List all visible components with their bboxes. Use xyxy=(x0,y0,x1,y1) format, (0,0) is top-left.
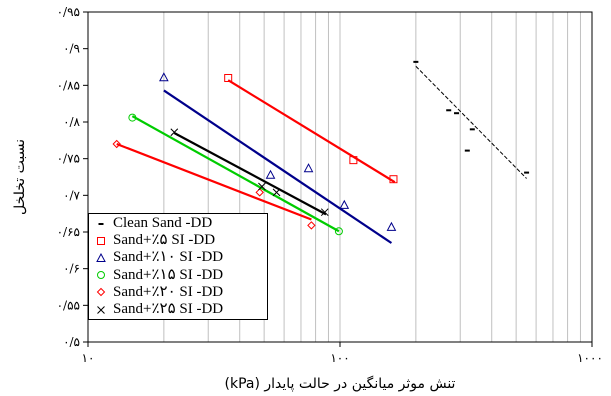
data-point-series-1 xyxy=(446,109,452,112)
data-point-series-5 xyxy=(112,139,121,149)
trend-line-series-4 xyxy=(131,115,340,233)
legend-label: Sand+٪۵ SI -DD xyxy=(113,232,216,249)
legend-label: Clean Sand -DD xyxy=(113,215,213,231)
data-point-series-1 xyxy=(464,149,470,152)
y-axis: ۰/۵ ۰/۵۵ ۰/۶ ۰/۶۵ ۰/۷ ۰/۷۵ ۰/۸ ۰/۸۵ ۰/۹ ۰/۹۵ xyxy=(57,5,88,349)
legend-marker-shape xyxy=(98,222,104,225)
y-tick-label: ۰/۸ xyxy=(63,115,80,129)
y-tick-label: ۰/۷۵ xyxy=(57,152,80,166)
data-point-series-3 xyxy=(265,169,276,179)
data-point-series-2 xyxy=(389,175,398,184)
legend-marker xyxy=(92,217,110,231)
legend-label: Sand+٪۲۰ SI -DD xyxy=(113,283,224,300)
x-tick-label: ۱۰ xyxy=(82,351,95,365)
data-point-series-1 xyxy=(524,171,530,174)
grid-lines xyxy=(163,12,581,342)
y-tick-label: ۰/۶۵ xyxy=(57,225,80,239)
legend-marker-shape xyxy=(97,271,105,280)
legend-marker xyxy=(92,251,110,265)
y-tick-label: ۰/۵ xyxy=(63,335,80,349)
data-point-series-3 xyxy=(303,163,314,173)
data-point-series-4 xyxy=(334,227,343,236)
legend-marker xyxy=(92,234,110,248)
legend-item: Sand+٪۲۵ SI -DD xyxy=(92,301,264,318)
legend-marker xyxy=(92,303,110,317)
data-point-series-4 xyxy=(128,113,137,122)
y-tick-label: ۰/۵۵ xyxy=(57,298,80,312)
data-point-series-1 xyxy=(413,60,419,63)
data-point-series-3 xyxy=(339,199,350,209)
data-point-series-5 xyxy=(255,188,264,197)
legend-marker-shape xyxy=(97,236,105,245)
trend-line-series-3 xyxy=(163,89,393,244)
data-points xyxy=(112,60,530,236)
x-axis: ۱۰ ۱۰۰ ۱۰۰۰ xyxy=(82,342,603,365)
y-tick-label: ۰/۶ xyxy=(63,262,80,276)
data-point-series-6 xyxy=(272,188,281,197)
y-tick-label: ۰/۹۵ xyxy=(57,5,80,19)
legend-label: Sand+٪۱۵ SI -DD xyxy=(113,266,224,283)
y-tick-label: ۰/۹ xyxy=(63,42,80,56)
chart-legend: Clean Sand -DD Sand+٪۵ SI -DD Sand+٪۱۰ SI … xyxy=(88,213,268,321)
data-point-series-2 xyxy=(224,74,233,82)
legend-marker-shape xyxy=(97,305,105,314)
legend-marker xyxy=(92,268,110,282)
legend-item: Sand+٪۱۵ SI -DD xyxy=(92,267,264,284)
data-point-series-6 xyxy=(258,182,266,191)
trend-line-series-1 xyxy=(415,65,527,179)
legend-item: Sand+٪۵ SI -DD xyxy=(92,232,264,249)
x-axis-title: تنش موثر میانگین در حالت پایدار (kPa) xyxy=(225,375,456,392)
legend-item: Sand+٪۱۰ SI -DD xyxy=(92,249,264,266)
legend-label: Sand+٪۲۵ SI -DD xyxy=(113,301,224,318)
legend-item: Sand+٪۲۰ SI -DD xyxy=(92,284,264,301)
trend-line-series-2 xyxy=(227,79,396,184)
data-point-series-1 xyxy=(454,112,460,115)
data-point-series-3 xyxy=(159,72,169,82)
trend-lines xyxy=(116,65,527,244)
x-tick-label: ۱۰۰ xyxy=(330,351,349,365)
y-axis-title: نسبت تخلخل xyxy=(12,139,28,215)
data-point-series-3 xyxy=(386,221,397,231)
data-point-series-6 xyxy=(320,208,329,217)
x-tick-label: ۱۰۰۰ xyxy=(577,351,603,365)
y-tick-label: ۰/۷ xyxy=(63,188,80,202)
legend-marker-shape xyxy=(96,288,106,297)
data-point-series-6 xyxy=(170,128,179,137)
y-tick-label: ۰/۸۵ xyxy=(57,78,80,92)
legend-marker-shape xyxy=(96,252,106,262)
trend-line-series-6 xyxy=(173,132,327,216)
legend-marker xyxy=(92,285,110,299)
data-point-series-2 xyxy=(349,156,358,165)
data-point-series-1 xyxy=(469,128,475,131)
trend-line-series-5 xyxy=(116,142,312,221)
legend-label: Sand+٪۱۰ SI -DD xyxy=(113,249,224,266)
data-point-series-5 xyxy=(307,221,316,230)
legend-item: Clean Sand -DD xyxy=(92,215,264,232)
